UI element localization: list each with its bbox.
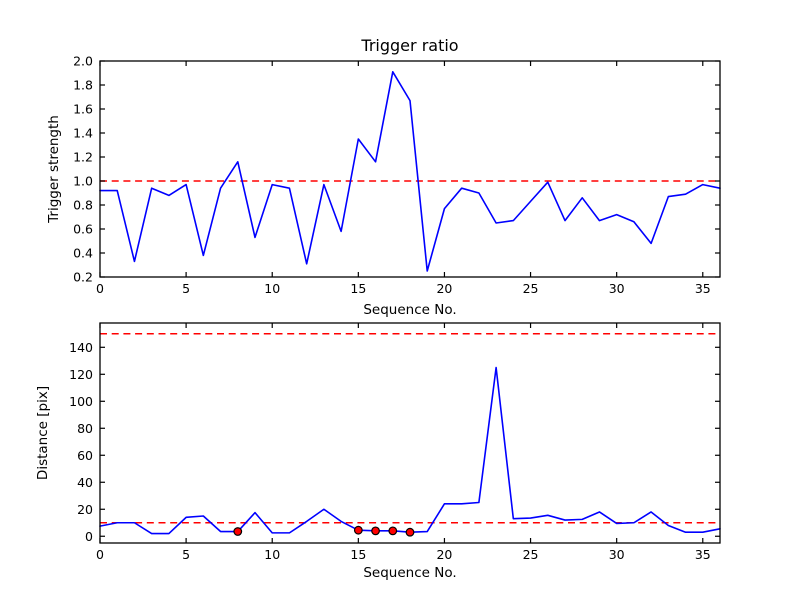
y-tick-label: 1.2 (73, 150, 93, 165)
top-axes: 0 5 10 15 20 25 30 35 0.2 0.4 0.6 0.8 1.0 1.2 1.4 1.6 1.… (73, 54, 721, 296)
x-tick-label: 0 (96, 281, 104, 296)
x-tick-label: 0 (96, 547, 104, 562)
y-tick-label: 60 (77, 448, 93, 463)
y-tick-label: 0.4 (73, 246, 93, 261)
y-tick-label: 1.0 (73, 174, 93, 189)
y-tick-label: 1.6 (73, 102, 93, 117)
y-tick-label: 0 (85, 529, 93, 544)
x-tick-label: 10 (264, 281, 280, 296)
y-tick-label: 0.6 (73, 222, 93, 237)
x-tick-label: 30 (609, 547, 625, 562)
bottom-xlabel: Sequence No. (363, 565, 456, 581)
y-tick-label: 20 (77, 502, 93, 517)
y-tick-label: 0.2 (73, 270, 93, 285)
x-tick-label: 15 (350, 547, 366, 562)
x-tick-label: 20 (436, 281, 452, 296)
data-marker (233, 527, 243, 536)
axes-frame (99, 60, 721, 278)
x-tick-label: 5 (182, 281, 190, 296)
top-ylabel: Trigger strength (46, 115, 62, 224)
data-marker (388, 526, 398, 536)
data-marker (371, 526, 380, 536)
y-tick-label: 2.0 (73, 54, 93, 69)
x-tick-label: 10 (264, 547, 280, 562)
x-tick-label: 15 (350, 281, 366, 296)
y-tick-label: 1.8 (73, 78, 93, 93)
top-xlabel: Sequence No. (363, 302, 456, 318)
y-tick-label: 1.4 (73, 126, 93, 141)
y-tick-label: 100 (69, 394, 93, 409)
y-tick-label: 80 (77, 421, 93, 436)
data-marker (405, 527, 415, 537)
x-tick-label: 20 (436, 547, 452, 562)
x-tick-label: 25 (523, 547, 539, 562)
y-tick-label: 120 (69, 367, 93, 382)
data-marker (353, 525, 363, 535)
x-tick-label: 35 (695, 547, 711, 562)
bottom-axes: 0 5 10 15 20 25 30 35 0 20 40 60 80 100 120 140 (69, 322, 721, 562)
y-tick-label: 0.8 (73, 198, 93, 213)
data-line (99, 366, 721, 535)
y-tick-label: 40 (77, 475, 93, 490)
x-tick-label: 25 (523, 281, 539, 296)
axes-frame (99, 322, 721, 544)
x-tick-label: 5 (182, 547, 190, 562)
x-tick-label: 30 (609, 281, 625, 296)
y-tick-label: 140 (69, 340, 93, 355)
data-line (99, 71, 721, 272)
bottom-ylabel: Distance [pix] (35, 386, 51, 480)
x-tick-label: 35 (695, 281, 711, 296)
chart-title: Trigger ratio (360, 36, 458, 55)
